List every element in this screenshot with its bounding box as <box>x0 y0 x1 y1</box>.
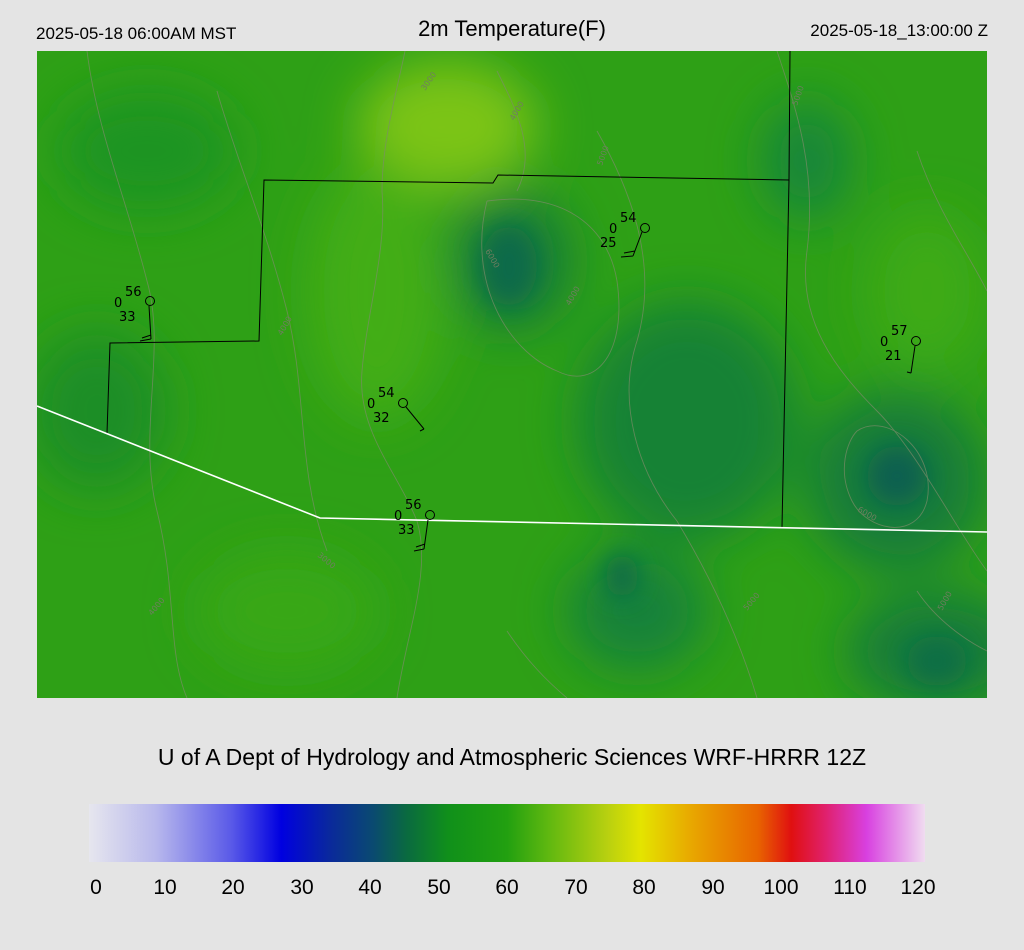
chart-title: 2m Temperature(F) <box>418 16 606 41</box>
station-dew: 33 <box>119 310 136 325</box>
scale-tick: 20 <box>221 876 245 899</box>
station-dew: 21 <box>885 349 902 364</box>
scale-tick: 80 <box>632 876 656 899</box>
color-scale-bar <box>89 804 925 862</box>
station-4: 56 0 33 <box>394 498 435 552</box>
station-cloud: 0 <box>394 509 402 524</box>
credit-line: U of A Dept of Hydrology and Atmospheric… <box>157 744 867 770</box>
county-boundary <box>106 51 791 528</box>
station-1: 56 0 33 <box>114 285 155 342</box>
state-boundary <box>37 405 987 533</box>
station-temp: 56 <box>125 285 142 300</box>
station-cloud: 0 <box>114 296 122 311</box>
station-temp: 56 <box>405 498 422 513</box>
station-dew: 32 <box>373 411 390 426</box>
temperature-map: 3000 4000 4000 5000 6000 5000 4000 5000 … <box>37 51 987 698</box>
station-dew: 33 <box>398 523 415 538</box>
station-2: 54 0 25 <box>600 211 650 258</box>
local-time-label: 2025-05-18 06:00AM MST <box>36 24 237 43</box>
scale-tick: 50 <box>427 876 451 899</box>
station-5: 57 0 21 <box>880 324 921 374</box>
terrain-contours <box>86 51 987 698</box>
scale-tick: 10 <box>153 876 177 899</box>
station-3: 54 0 32 <box>367 386 425 432</box>
scale-tick: 30 <box>290 876 314 899</box>
scale-tick: 90 <box>701 876 725 899</box>
scale-tick: 40 <box>358 876 382 899</box>
scale-tick: 120 <box>900 876 936 899</box>
scale-tick: 70 <box>564 876 588 899</box>
station-cloud: 0 <box>367 397 375 412</box>
utc-time-label: 2025-05-18_13:00:00 Z <box>810 21 988 40</box>
station-dew: 25 <box>600 236 617 251</box>
station-plot: 56 0 33 54 0 25 54 0 32 56 <box>114 211 921 552</box>
station-cloud: 0 <box>609 222 617 237</box>
station-temp: 54 <box>378 386 395 401</box>
scale-tick: 110 <box>833 876 867 899</box>
scale-tick: 60 <box>495 876 519 899</box>
station-temp: 54 <box>620 211 637 226</box>
scale-tick: 100 <box>763 876 799 899</box>
scale-tick: 0 <box>90 876 102 899</box>
station-temp: 57 <box>891 324 908 339</box>
station-cloud: 0 <box>880 335 888 350</box>
